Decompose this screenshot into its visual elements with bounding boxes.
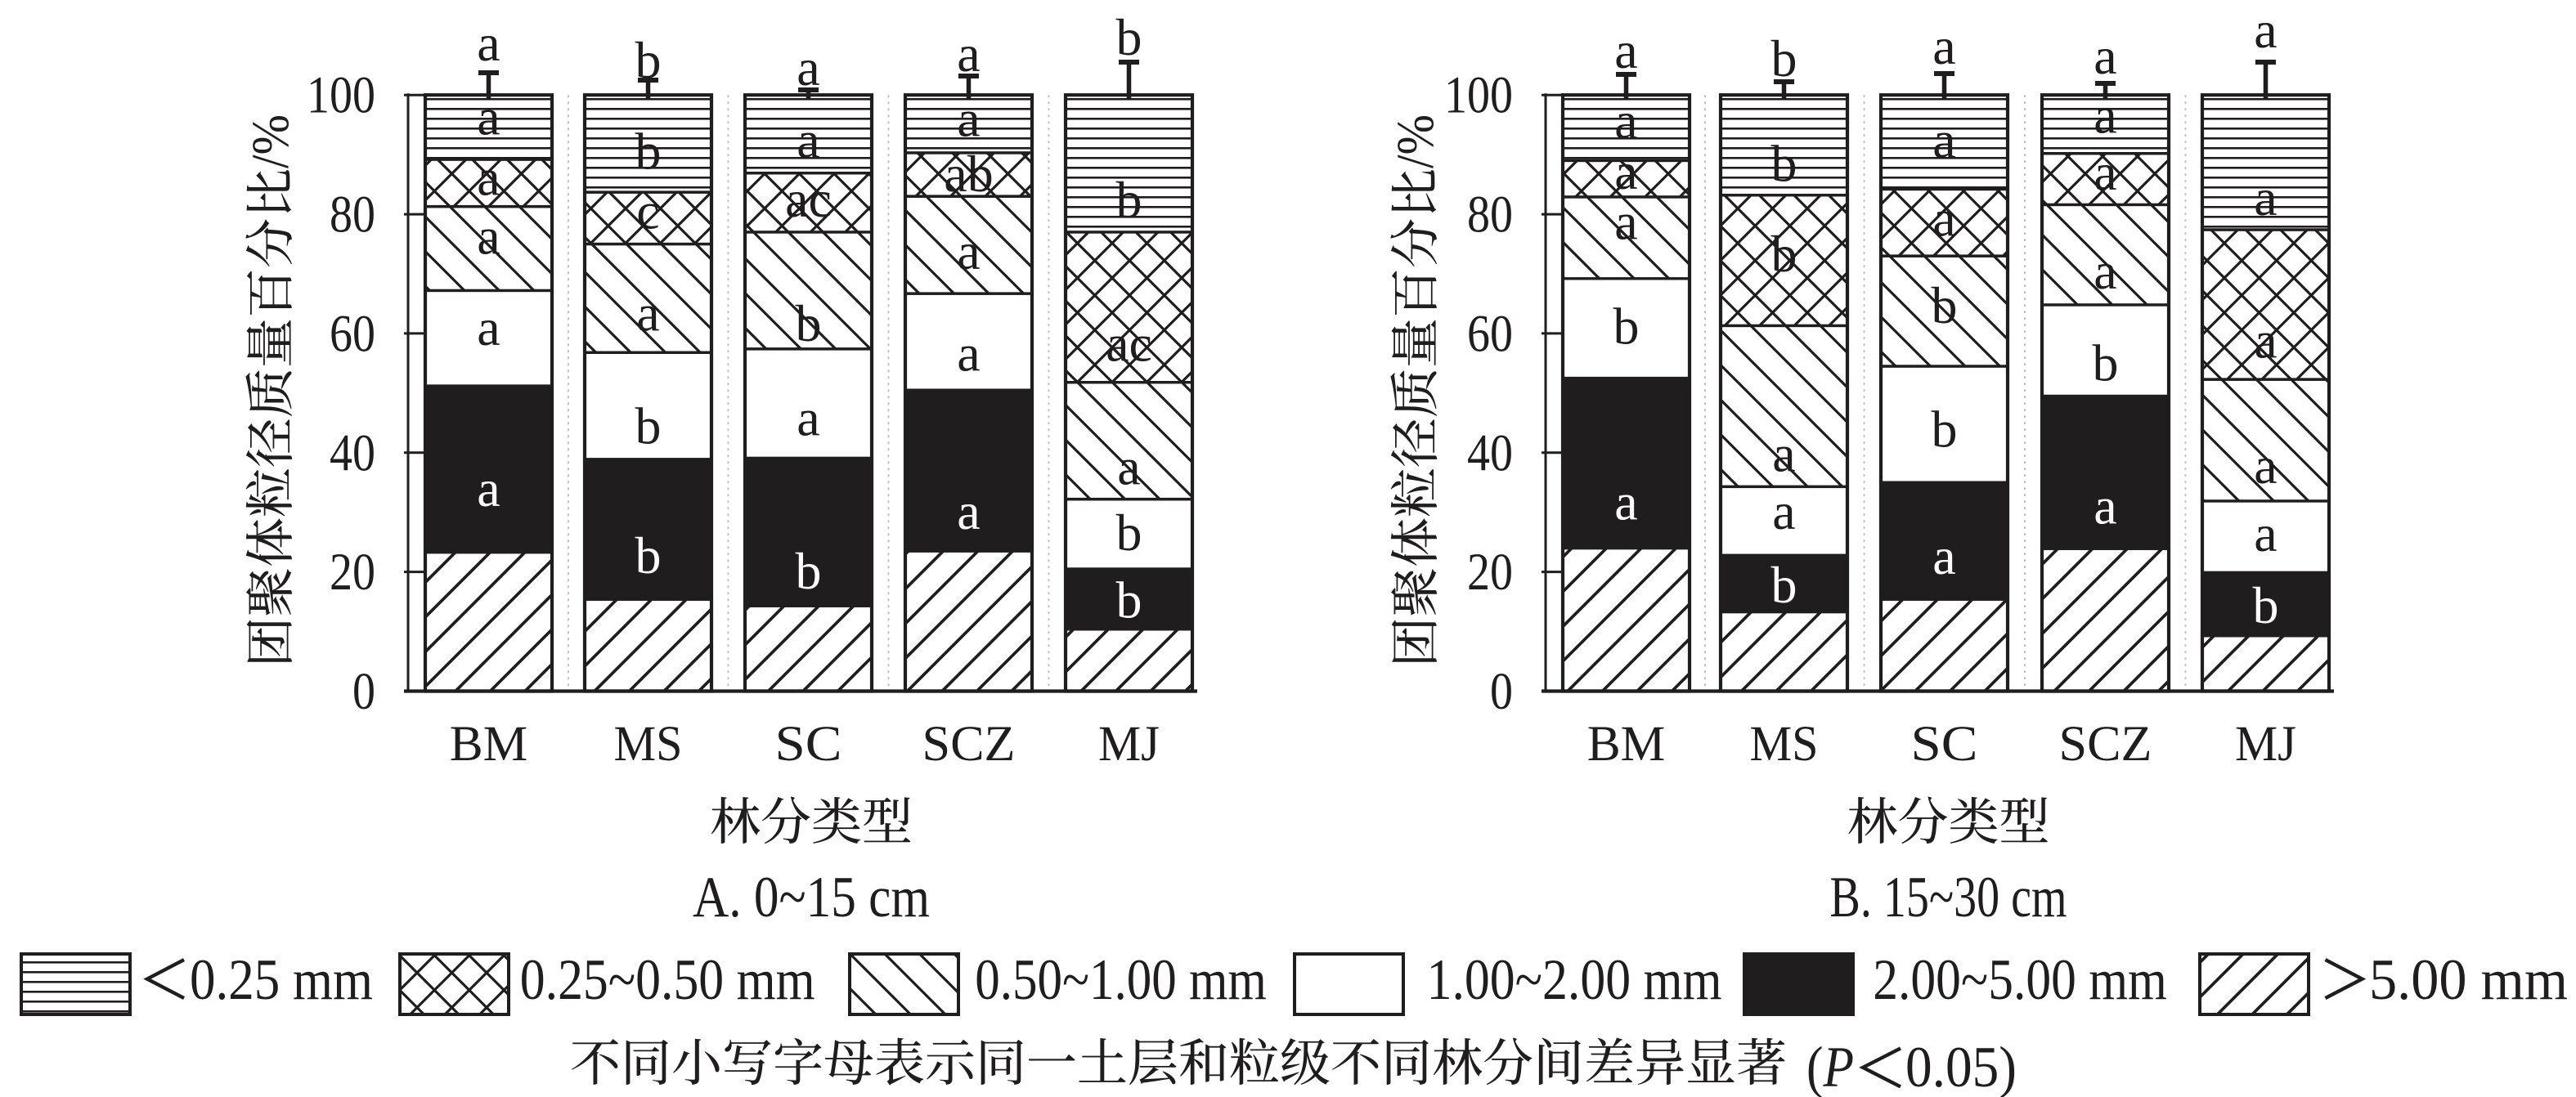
svg-text:b: b (635, 123, 662, 181)
svg-text:a: a (2254, 437, 2277, 495)
svg-text:a: a (1614, 142, 1637, 200)
svg-text:0.05): 0.05) (1905, 1036, 2017, 1097)
svg-text:b: b (1116, 171, 1142, 229)
svg-text:2.00~5.00 mm: 2.00~5.00 mm (1873, 948, 2167, 1012)
svg-text:a: a (1932, 111, 1955, 169)
svg-text:a: a (797, 110, 819, 168)
svg-text:40: 40 (1467, 423, 1513, 482)
svg-text:a: a (797, 38, 819, 96)
svg-text:ac: ac (1106, 314, 1152, 372)
svg-text:b: b (1613, 298, 1640, 356)
svg-text:b: b (796, 294, 822, 352)
svg-text:80: 80 (330, 186, 375, 244)
svg-text:a: a (957, 90, 980, 148)
svg-text:/%: /% (241, 114, 300, 168)
svg-text:1.00~2.00 mm: 1.00~2.00 mm (1427, 948, 1722, 1012)
svg-text:a: a (2254, 1, 2277, 59)
svg-text:BM: BM (1587, 716, 1666, 772)
svg-text:a: a (1614, 192, 1637, 250)
svg-text:b: b (1116, 571, 1142, 629)
svg-text:20: 20 (330, 543, 375, 602)
svg-text:(P: (P (1806, 1036, 1854, 1097)
svg-text:SCZ: SCZ (922, 716, 1016, 772)
svg-text:a: a (1772, 425, 1795, 483)
svg-text:a: a (2094, 242, 2116, 300)
svg-text:a: a (1614, 92, 1637, 150)
svg-text:a: a (2094, 477, 2116, 535)
svg-text:b: b (1771, 134, 1797, 192)
svg-text:c: c (636, 181, 659, 240)
svg-text:a: a (1932, 527, 1955, 585)
svg-text:a: a (477, 207, 500, 265)
svg-text:BM: BM (450, 716, 528, 772)
svg-text:a: a (1772, 482, 1795, 540)
svg-text:100: 100 (1444, 66, 1513, 125)
svg-text:MJ: MJ (2235, 716, 2296, 772)
svg-text:a: a (477, 459, 500, 517)
svg-text:b: b (1771, 29, 1797, 87)
svg-text:60: 60 (1467, 304, 1513, 363)
svg-text:b: b (635, 31, 662, 89)
svg-text:b: b (635, 526, 662, 584)
svg-text:/%: /% (1386, 114, 1445, 168)
svg-text:MS: MS (614, 716, 683, 772)
svg-text:SCZ: SCZ (2059, 716, 2152, 772)
svg-text:b: b (1932, 400, 1958, 458)
svg-text:a: a (2254, 168, 2277, 226)
svg-text:a: a (2254, 311, 2277, 369)
svg-text:100: 100 (307, 66, 375, 125)
svg-text:A. 0~15 cm: A. 0~15 cm (693, 866, 930, 929)
svg-text:20: 20 (1467, 543, 1513, 602)
svg-text:80: 80 (1467, 186, 1513, 244)
svg-text:b: b (1116, 504, 1142, 562)
svg-text:a: a (2254, 504, 2277, 562)
svg-text:ac: ac (785, 170, 832, 228)
svg-text:0.25~0.50 mm: 0.25~0.50 mm (520, 948, 815, 1012)
svg-text:b: b (1771, 225, 1797, 283)
svg-text:b: b (1771, 556, 1797, 614)
svg-text:b: b (635, 397, 662, 455)
svg-text:a: a (957, 482, 980, 540)
svg-text:a: a (636, 284, 659, 342)
svg-text:40: 40 (330, 423, 375, 482)
svg-text:a: a (2094, 27, 2116, 85)
svg-text:ab: ab (944, 145, 993, 203)
svg-text:b: b (1116, 8, 1142, 66)
svg-text:b: b (1932, 276, 1958, 334)
svg-text:b: b (2093, 334, 2119, 392)
svg-text:a: a (957, 324, 980, 382)
svg-text:b: b (796, 542, 822, 600)
svg-text:MJ: MJ (1098, 716, 1160, 772)
svg-text:0.25 mm: 0.25 mm (190, 948, 373, 1012)
svg-text:a: a (2094, 143, 2116, 201)
svg-text:a: a (477, 298, 500, 356)
svg-text:0: 0 (352, 662, 375, 721)
svg-text:a: a (957, 222, 980, 280)
svg-text:a: a (1614, 21, 1637, 79)
svg-text:B. 15~30 cm: B. 15~30 cm (1830, 866, 2067, 929)
svg-text:MS: MS (1750, 716, 1819, 772)
svg-text:5.00 mm: 5.00 mm (2369, 948, 2568, 1012)
svg-text:a: a (797, 388, 819, 446)
svg-text:SC: SC (775, 716, 842, 772)
svg-text:a: a (1932, 190, 1955, 248)
svg-text:SC: SC (1911, 716, 1978, 772)
svg-text:60: 60 (330, 304, 375, 363)
svg-text:a: a (1117, 438, 1140, 496)
svg-text:0: 0 (1490, 662, 1513, 721)
svg-text:a: a (1932, 17, 1955, 75)
svg-text:a: a (1614, 473, 1637, 531)
svg-text:a: a (477, 148, 500, 206)
svg-text:a: a (957, 25, 980, 83)
svg-text:b: b (2253, 576, 2279, 634)
svg-text:a: a (477, 14, 500, 72)
svg-text:0.50~1.00 mm: 0.50~1.00 mm (975, 948, 1267, 1012)
